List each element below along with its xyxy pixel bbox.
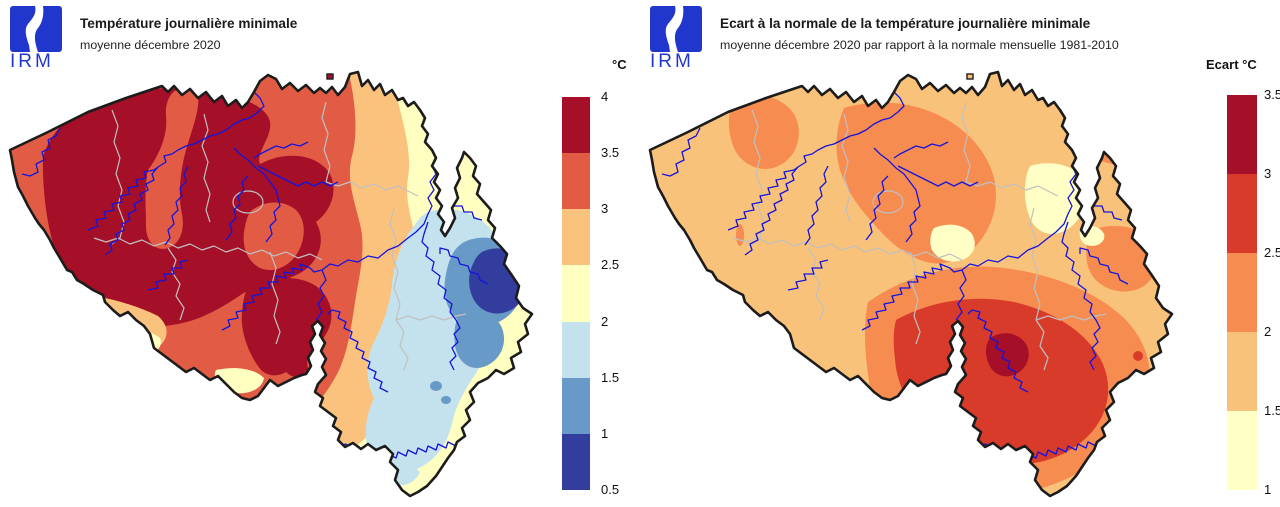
irm-logo-text-right: IRM — [650, 51, 694, 72]
legend-swatch — [562, 265, 590, 322]
legend-tick: 4 — [601, 89, 609, 105]
legend-swatch — [1227, 332, 1257, 411]
legend-swatch — [562, 377, 590, 434]
legend-tick: 1 — [1264, 482, 1272, 498]
irm-logo-text: IRM — [10, 51, 54, 72]
left-legend-ticks: 4 3.5 3 2.5 2 1.5 1 0.5 — [601, 89, 641, 497]
left-legend-colorbar — [562, 97, 590, 490]
irm-logo-right: IRM — [650, 6, 708, 76]
legend-tick: 2 — [1264, 324, 1272, 340]
left-map-subtitle: moyenne décembre 2020 — [80, 38, 221, 52]
left-map-title: Température journalière minimale — [80, 16, 298, 31]
legend-swatch — [562, 433, 590, 490]
legend-swatch — [1227, 174, 1257, 253]
legend-swatch — [562, 321, 590, 378]
irm-logo-emblem — [10, 6, 62, 52]
right-legend-ticks: 3.5 3 2.5 2 1.5 1 — [1264, 87, 1280, 497]
legend-tick: 1 — [601, 426, 609, 442]
irm-logo-emblem-right — [650, 6, 702, 52]
legend-tick: 3.5 — [601, 145, 620, 161]
legend-tick: 3 — [601, 201, 609, 217]
legend-swatch — [562, 97, 590, 154]
legend-tick: 1.5 — [601, 370, 620, 386]
right-map-title: Ecart à la normale de la température jou… — [720, 16, 1091, 31]
legend-swatch — [1227, 411, 1257, 490]
legend-tick: 2 — [601, 314, 609, 330]
legend-tick: 2.5 — [1264, 245, 1280, 261]
anomaly-zones — [650, 72, 1172, 496]
left-legend-unit: °C — [612, 57, 627, 72]
legend-swatch — [562, 209, 590, 266]
legend-swatch — [1227, 95, 1257, 174]
legend-tick: 0.5 — [601, 482, 620, 498]
baarle-hertog-enclave-right — [966, 73, 974, 80]
legend-tick: 3.5 — [1264, 87, 1280, 103]
belgium-map-anomaly — [648, 70, 1174, 498]
right-legend-colorbar — [1227, 95, 1257, 490]
temperature-zones — [10, 72, 532, 496]
right-map-subtitle: moyenne décembre 2020 par rapport à la n… — [720, 38, 1119, 52]
legend-swatch — [1227, 253, 1257, 332]
baarle-hertog-enclave — [326, 73, 334, 80]
legend-swatch — [562, 153, 590, 210]
legend-tick: 2.5 — [601, 257, 620, 273]
right-legend-unit: Ecart °C — [1206, 57, 1257, 72]
irm-logo: IRM — [10, 6, 68, 76]
belgium-map-temperature — [8, 70, 534, 498]
legend-tick: 1.5 — [1264, 403, 1280, 419]
legend-tick: 3 — [1264, 166, 1272, 182]
